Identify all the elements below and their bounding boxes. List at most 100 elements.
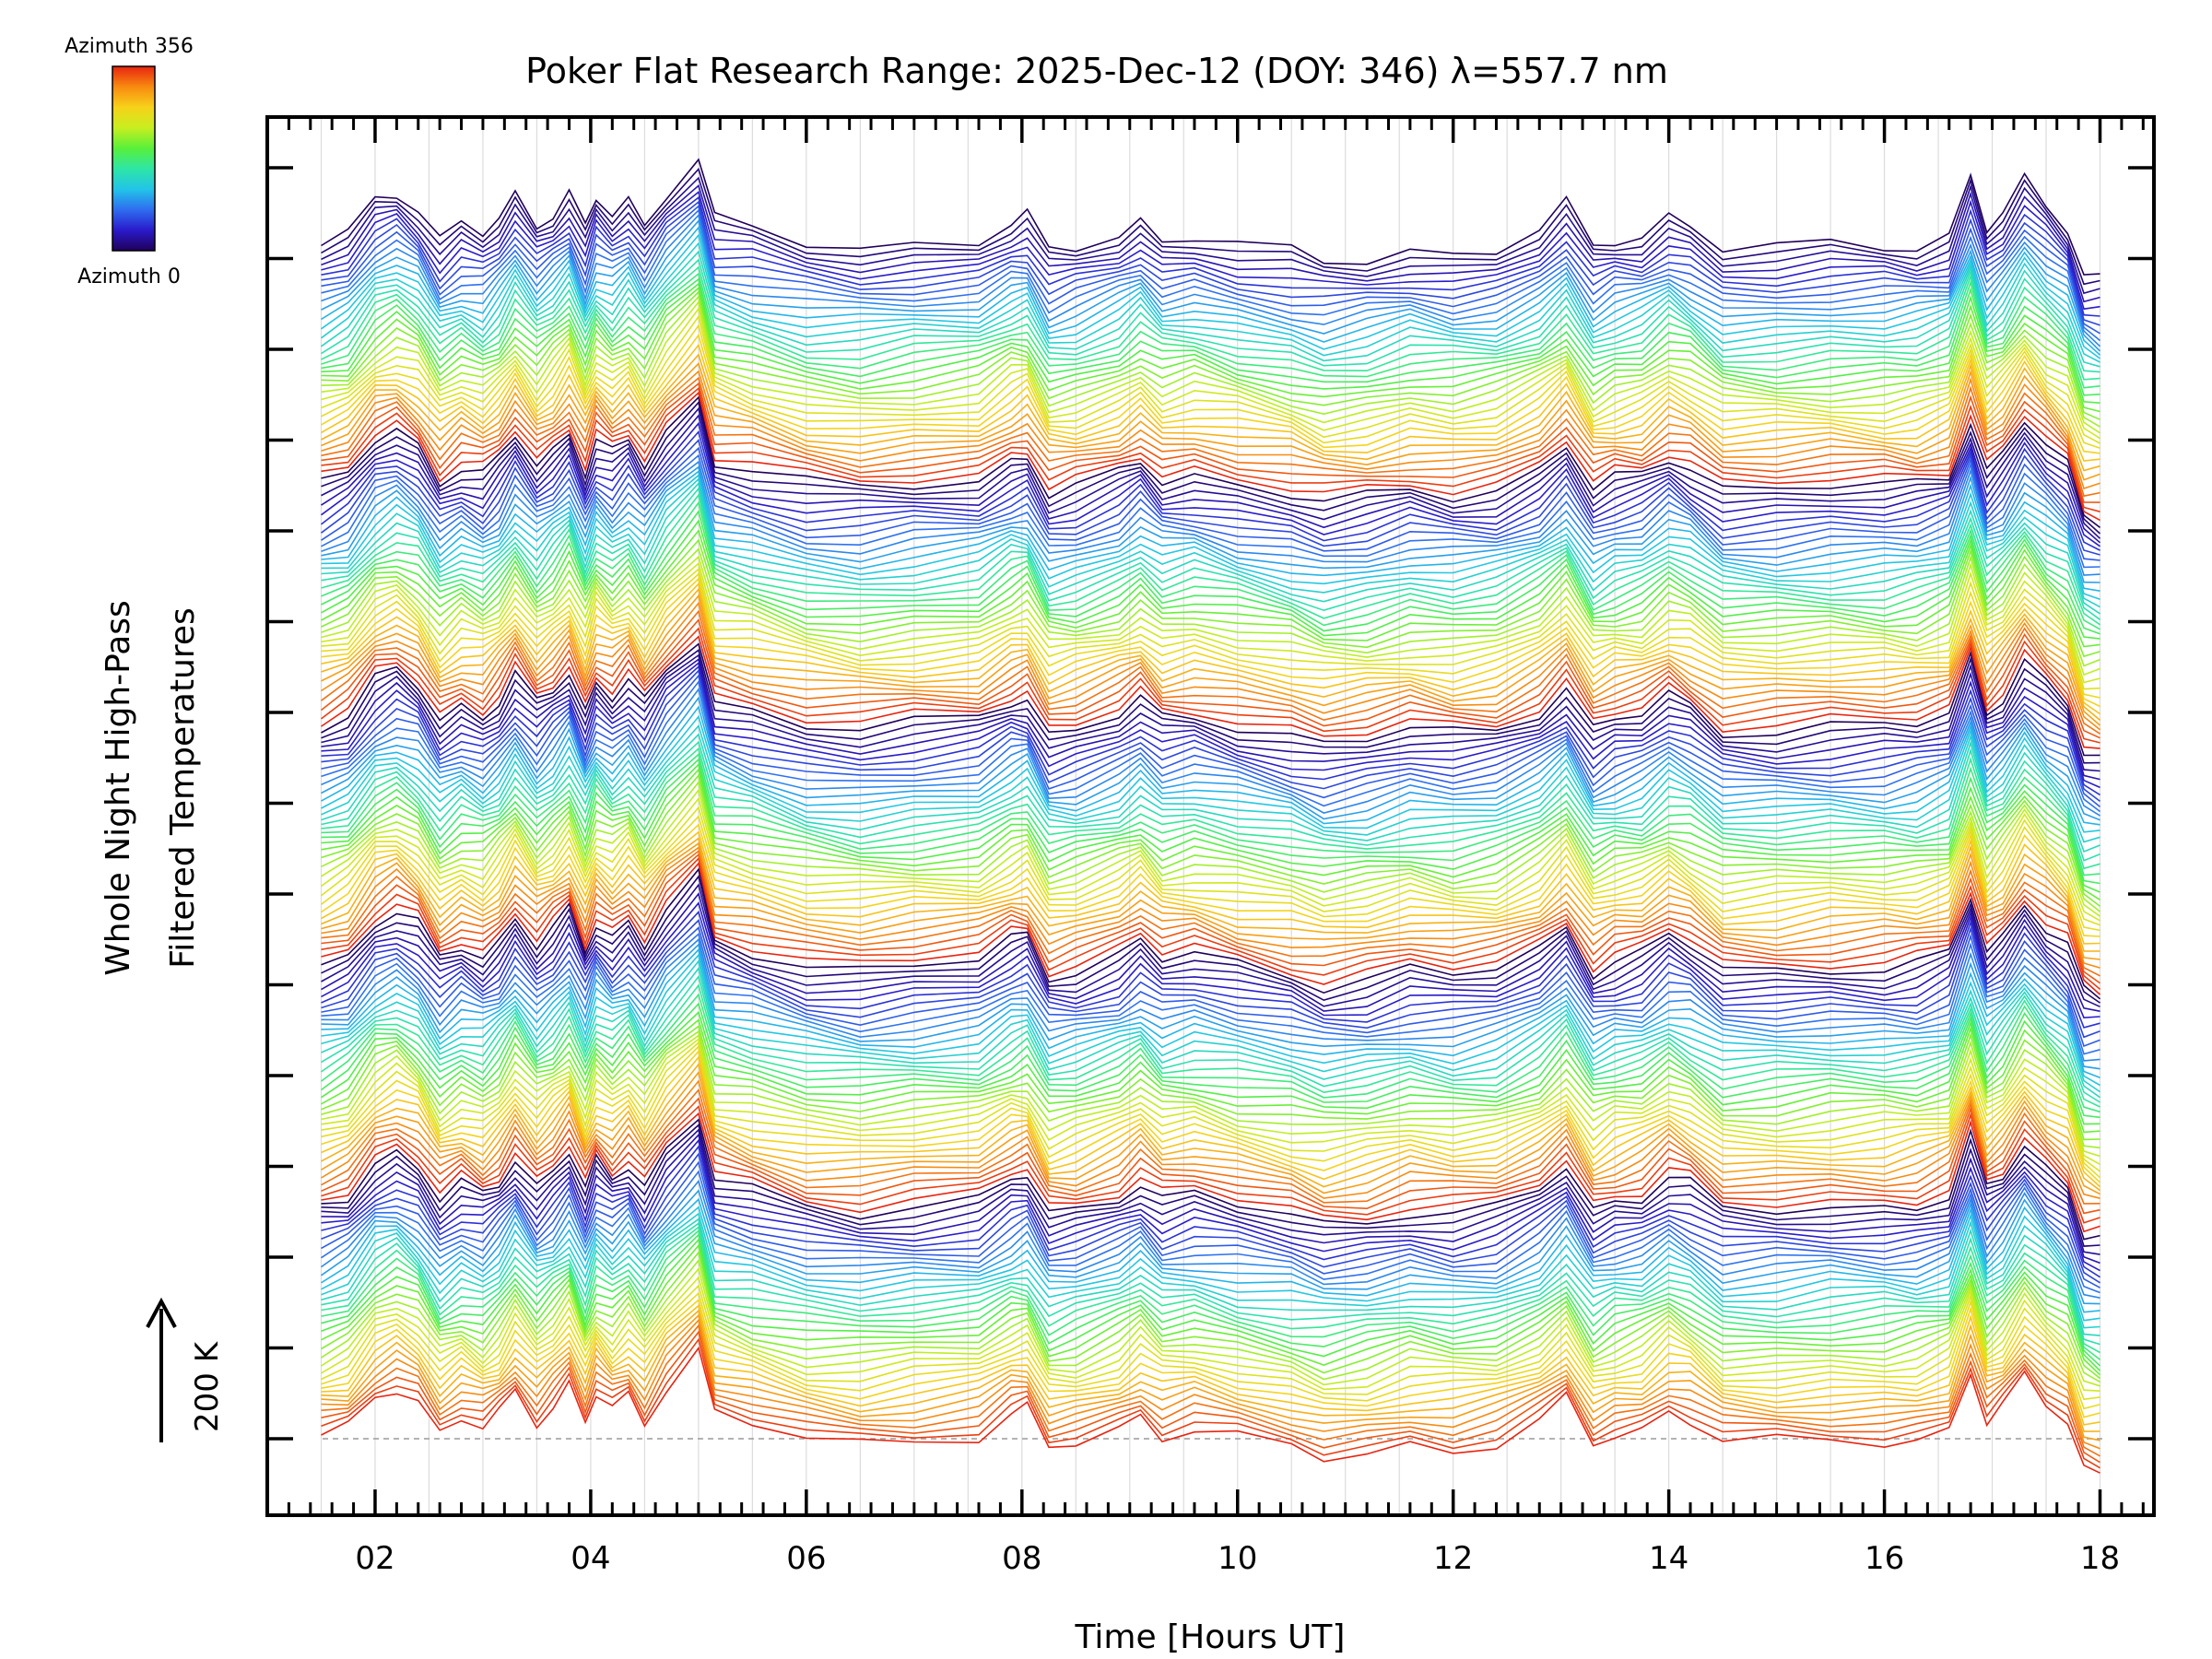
colorbar xyxy=(112,65,156,252)
series-line xyxy=(321,1304,2100,1426)
series-line xyxy=(321,158,2100,276)
series-line xyxy=(321,555,2100,677)
series-line xyxy=(321,762,2100,893)
x-tick-label: 18 xyxy=(2080,1540,2120,1577)
series-line xyxy=(321,696,2100,821)
series-line xyxy=(321,674,2101,808)
series-line xyxy=(321,1251,2100,1380)
x-tick-label: 04 xyxy=(571,1540,610,1577)
series-line xyxy=(321,883,2100,1008)
series-line xyxy=(321,781,2100,912)
series-line xyxy=(321,241,2100,363)
colorbar-bottom-label: Azimuth 0 xyxy=(77,265,181,288)
series-line xyxy=(321,1112,2100,1233)
series-line xyxy=(321,282,2100,404)
series-line xyxy=(321,382,2100,503)
series-line xyxy=(321,481,2100,615)
x-axis-label: Time [Hours UT] xyxy=(1075,1618,1346,1656)
series-line xyxy=(321,353,2100,472)
series-line xyxy=(321,1002,2100,1119)
series-line xyxy=(321,618,2100,739)
series-line xyxy=(321,314,2100,444)
series-line xyxy=(321,1034,2100,1158)
series-line xyxy=(321,846,2100,969)
series-line xyxy=(321,661,2100,789)
x-tick-label: 02 xyxy=(355,1540,394,1577)
series-line xyxy=(321,195,2100,317)
series-group xyxy=(321,158,2101,1474)
series-line xyxy=(321,370,2100,490)
x-tick-label: 08 xyxy=(1002,1540,1041,1577)
series-line xyxy=(321,1160,2100,1288)
series-line xyxy=(321,1346,2100,1474)
series-line xyxy=(321,183,2100,303)
series-line xyxy=(321,453,2100,569)
series-line xyxy=(321,414,2101,544)
series-line xyxy=(321,474,2100,600)
series-line xyxy=(321,439,2100,556)
series-line xyxy=(321,1063,2100,1192)
series-line xyxy=(321,679,2100,813)
series-line xyxy=(321,213,2101,347)
series-line xyxy=(321,1041,2100,1172)
series-line xyxy=(321,974,2100,1103)
series-line xyxy=(321,1010,2100,1125)
series-line xyxy=(321,1337,2100,1469)
series-line xyxy=(321,277,2100,396)
series-line xyxy=(321,653,2100,772)
series-line xyxy=(321,1128,2100,1255)
series-line xyxy=(321,205,2100,335)
series-line xyxy=(321,493,2100,626)
series-line xyxy=(321,918,2100,1039)
series-line xyxy=(321,287,2100,413)
series-line xyxy=(321,688,2100,817)
series-line xyxy=(321,627,2100,744)
series-line xyxy=(321,1233,2101,1367)
series-line xyxy=(321,446,2100,561)
series-line xyxy=(321,1118,2100,1241)
series-line xyxy=(321,601,2101,731)
series-line xyxy=(321,587,2101,722)
series-line xyxy=(321,572,2100,699)
series-line xyxy=(321,386,2100,512)
series-line xyxy=(321,856,2101,991)
series-line xyxy=(321,733,2100,853)
x-tick-label: 10 xyxy=(1218,1540,1257,1577)
series-line xyxy=(321,295,2100,428)
series-line xyxy=(321,429,2100,551)
series-line xyxy=(321,983,2100,1108)
series-line xyxy=(321,1226,2100,1354)
series-line xyxy=(321,1276,2100,1392)
series-line xyxy=(321,191,2100,311)
series-line xyxy=(321,500,2100,630)
scale-label: 200 K xyxy=(189,1340,226,1432)
series-line xyxy=(321,233,2100,359)
y-axis-label-line1: Whole Night High-Pass xyxy=(100,600,137,976)
series-line xyxy=(321,669,2100,803)
series-line xyxy=(321,658,2100,781)
series-line xyxy=(321,714,2100,833)
series-line xyxy=(321,1145,2100,1278)
series-line xyxy=(321,953,2100,1087)
series-line xyxy=(321,943,2100,1070)
series-line xyxy=(321,1243,2101,1376)
series-line xyxy=(321,937,2100,1062)
series-line xyxy=(321,582,2100,715)
series-line xyxy=(321,421,2100,547)
series-line xyxy=(321,200,2100,326)
series-line xyxy=(321,1324,2100,1457)
x-tick-label: 16 xyxy=(1865,1540,1904,1577)
series-line xyxy=(321,926,2100,1048)
series-line xyxy=(321,343,2100,462)
series-line xyxy=(321,594,2101,726)
series-line xyxy=(321,167,2100,286)
series-line xyxy=(321,300,2100,434)
series-line xyxy=(321,1206,2100,1322)
series-line xyxy=(321,324,2100,449)
series-line xyxy=(321,867,2101,1000)
series-line xyxy=(321,1133,2100,1265)
series-line xyxy=(321,753,2100,877)
series-line xyxy=(321,1229,2100,1360)
series-line xyxy=(321,519,2100,640)
series-line xyxy=(321,1189,2100,1305)
